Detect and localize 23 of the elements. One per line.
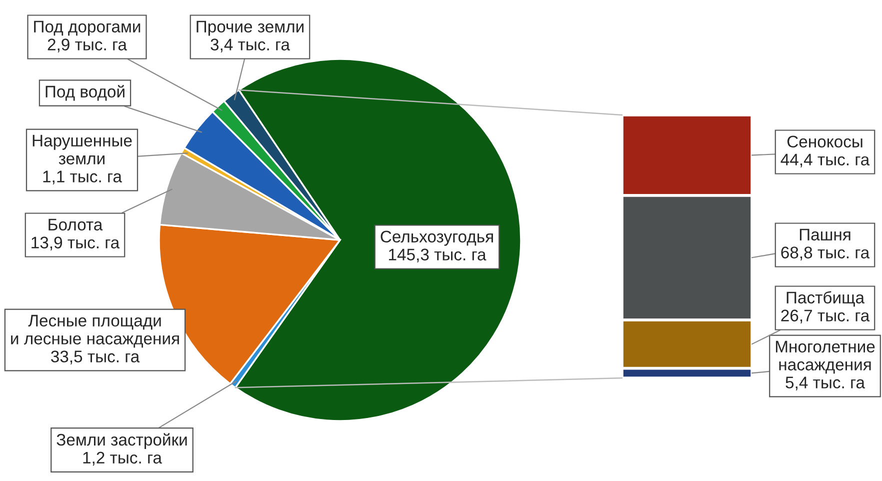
data-label: 1,2 тыс. га bbox=[83, 452, 162, 466]
text: Пастбища bbox=[786, 291, 865, 307]
data-label: 1,1 тыс. га bbox=[43, 170, 122, 184]
data-label: 3,4 тыс. га bbox=[210, 38, 290, 52]
slice-label: Нарушенные земли bbox=[32, 134, 132, 164]
text: Пашня bbox=[800, 228, 850, 240]
slice-label: Прочие земли bbox=[196, 20, 304, 36]
data-label: 2,9 тыс. га bbox=[48, 38, 127, 52]
slice-label: Лесные площади и лесные насаждения bbox=[11, 314, 179, 348]
slice-label: Сельхозугодья bbox=[380, 230, 493, 246]
data-label: 26,7 тыс. га bbox=[781, 310, 870, 324]
data-label: 68,8 тыс. га bbox=[781, 246, 870, 260]
data-label: 145,3 тыс. га bbox=[389, 248, 486, 262]
slice-label: Под дорогами bbox=[34, 20, 140, 36]
data-label: 44,4 тыс. га bbox=[780, 154, 870, 168]
slice-label: Земли застройки bbox=[56, 433, 187, 449]
series-label: Многолетние насаждения bbox=[776, 340, 875, 374]
text: Сенокосы bbox=[787, 136, 862, 148]
data-label: 13,9 тыс. га bbox=[32, 236, 120, 250]
slice-label: Болота bbox=[48, 218, 103, 230]
data-label: 33,5 тыс. га bbox=[51, 350, 140, 364]
data-label: 5,4 тыс. га bbox=[786, 376, 865, 390]
slice-label: Под водой bbox=[46, 85, 124, 101]
